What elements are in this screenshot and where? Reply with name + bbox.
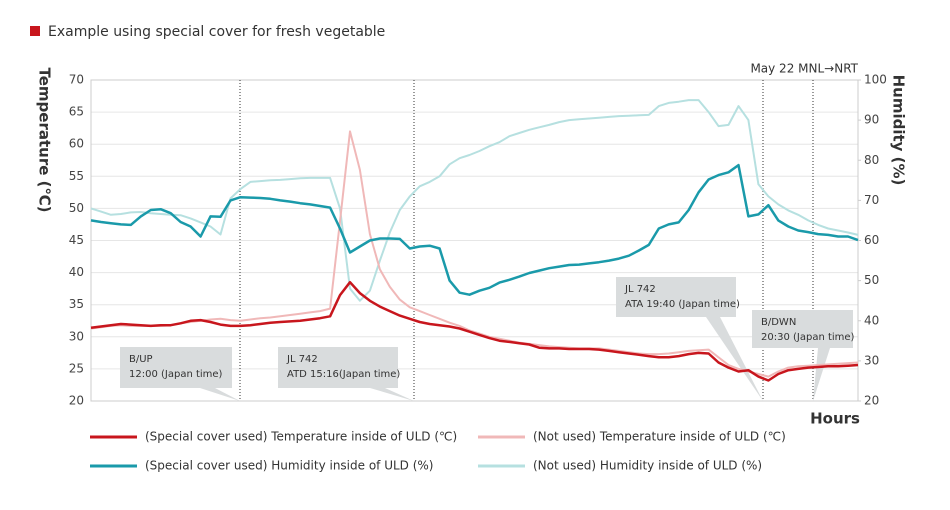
- annotation-pointer: [813, 348, 830, 401]
- annotation-text: 20:30 (Japan time): [761, 332, 855, 343]
- y-tick-label: 55: [69, 169, 84, 183]
- y2-tick-label: 30: [864, 353, 879, 367]
- y2-tick-label: 40: [864, 313, 879, 327]
- annotation-text: JL 742: [286, 354, 318, 365]
- y2-axis-label: Humidity (%): [890, 75, 908, 186]
- legend-label: (Not used) Humidity inside of ULD (%): [533, 459, 762, 473]
- series-line: [90, 130, 859, 378]
- y2-tick-label: 20: [864, 394, 879, 408]
- legend-label: (Special cover used) Humidity inside of …: [145, 459, 434, 473]
- series-line: [90, 280, 859, 382]
- legend-label: (Special cover used) Temperature inside …: [145, 430, 457, 444]
- annotation-text: 12:00 (Japan time): [129, 369, 223, 380]
- y2-tick-label: 60: [864, 233, 879, 247]
- y-tick-label: 50: [69, 201, 84, 215]
- y-tick-label: 65: [69, 105, 84, 119]
- y-tick-label: 35: [69, 297, 84, 311]
- y2-tick-label: 90: [864, 113, 879, 127]
- y-tick-label: 30: [69, 329, 84, 343]
- series-line: [90, 163, 859, 296]
- y-tick-label: 45: [69, 233, 84, 247]
- annotation-pointer: [200, 388, 240, 401]
- annotation-box: [616, 277, 736, 317]
- annotation-text: B/DWN: [761, 317, 796, 328]
- annotation-box: [120, 347, 232, 388]
- annotation-text: ATD 15:16(Japan time): [287, 369, 400, 380]
- y-axis-label: Temperature (℃): [36, 68, 54, 213]
- y-tick-label: 20: [69, 394, 84, 408]
- y-tick-label: 60: [69, 137, 84, 151]
- y-tick-label: 40: [69, 265, 84, 279]
- y-tick-label: 70: [69, 73, 84, 87]
- legend-label: (Not used) Temperature inside of ULD (℃): [533, 430, 786, 444]
- route-label: May 22 MNL→NRT: [750, 62, 858, 76]
- series-line: [90, 99, 859, 302]
- annotation-pointer: [706, 317, 763, 401]
- chart-title: Example using special cover for fresh ve…: [48, 24, 385, 40]
- y-tick-label: 25: [69, 361, 84, 375]
- annotation-pointer: [370, 388, 414, 401]
- y2-tick-label: 70: [864, 193, 879, 207]
- x-axis-label: Hours: [810, 410, 860, 428]
- y2-tick-label: 80: [864, 153, 879, 167]
- y2-tick-label: 100: [864, 73, 887, 87]
- annotation-text: ATA 19:40 (Japan time): [625, 299, 740, 310]
- annotation-text: JL 742: [624, 284, 656, 295]
- annotation-box: [752, 310, 853, 348]
- annotation-text: B/UP: [129, 354, 153, 365]
- y2-tick-label: 50: [864, 273, 879, 287]
- title-marker: [30, 26, 40, 36]
- annotation-box: [278, 347, 398, 388]
